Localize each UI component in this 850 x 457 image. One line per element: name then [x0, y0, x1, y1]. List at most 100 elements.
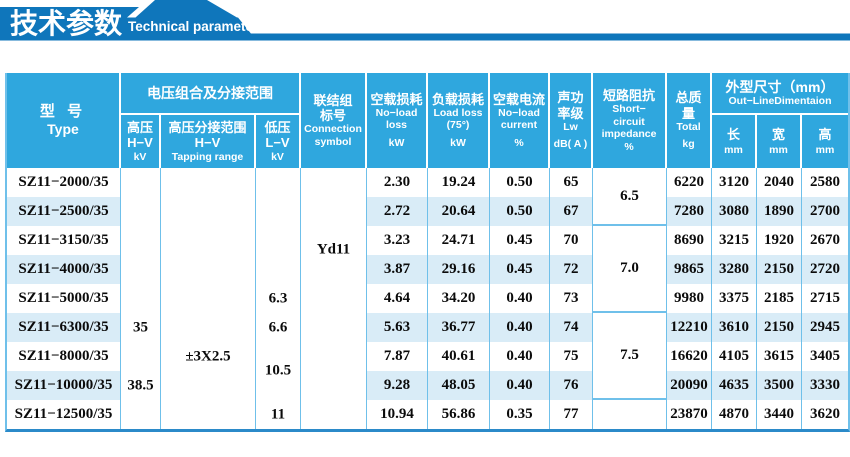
- total-mass-cell: 9865: [667, 255, 712, 284]
- no-load-current-cell: 0.40: [490, 284, 550, 313]
- no-load-current-cell: 0.40: [490, 371, 550, 400]
- impedance-cell-1: 6.5: [593, 168, 667, 226]
- impedance-cell-2: 7.0: [593, 226, 667, 313]
- hv-merged-cell: 35 38.5: [121, 168, 161, 429]
- no-load-loss-cell: 5.63: [367, 313, 428, 342]
- total-mass-cell: 23870: [667, 400, 712, 429]
- banner-title-cn: 技术参数: [10, 7, 123, 39]
- height-cell: 2945: [802, 313, 848, 342]
- length-cell: 3280: [712, 255, 757, 284]
- width-cell: 2150: [757, 313, 802, 342]
- width-cell: 1920: [757, 226, 802, 255]
- width-cell: 2040: [757, 168, 802, 197]
- load-loss-cell: 40.61: [428, 342, 490, 371]
- load-loss-cell: 19.24: [428, 168, 490, 197]
- height-cell: 2720: [802, 255, 848, 284]
- sound-level-cell: 67: [550, 197, 593, 226]
- technical-parameter-table: 型 号 Type 电压组合及分接范围 高压 H−V kV 高压分接范围 H−V …: [5, 73, 850, 432]
- header-total-mass: 总质 量 Total kg: [667, 73, 712, 168]
- type-cell: SZ11−6300/35: [7, 313, 121, 342]
- length-cell: 3215: [712, 226, 757, 255]
- header-width: 宽 mm: [757, 115, 802, 168]
- hv-value: 35: [133, 319, 148, 335]
- no-load-current-cell: 0.45: [490, 255, 550, 284]
- load-loss-cell: 20.64: [428, 197, 490, 226]
- connection-symbol-merged-cell: Yd11: [301, 168, 367, 429]
- load-loss-cell: 24.71: [428, 226, 490, 255]
- header-type: 型 号 Type: [7, 73, 121, 168]
- height-cell: 2700: [802, 197, 848, 226]
- header-short-circuit-impedance: 短路阻抗 Short− circuit impedance %: [593, 73, 667, 168]
- banner-title-en: Technical parameter: [128, 19, 259, 34]
- total-mass-cell: 16620: [667, 342, 712, 371]
- no-load-loss-cell: 4.64: [367, 284, 428, 313]
- no-load-loss-cell: 10.94: [367, 400, 428, 429]
- length-cell: 3610: [712, 313, 757, 342]
- lv-value: 6.3: [268, 290, 288, 306]
- no-load-current-cell: 0.40: [490, 342, 550, 371]
- no-load-loss-cell: 7.87: [367, 342, 428, 371]
- header-no-load-loss: 空载损耗 No−load loss kW: [367, 73, 428, 168]
- header-lv: 低压 L−V kV: [256, 115, 301, 168]
- height-cell: 2670: [810, 232, 840, 248]
- header-voltage-group: 电压组合及分接范围: [121, 73, 301, 115]
- height-cell: 2580: [810, 174, 840, 190]
- header-length: 长 mm: [712, 115, 757, 168]
- header-no-load-current: 空载电流 No−load current %: [490, 73, 550, 168]
- impedance-cell-3: 7.5: [593, 313, 667, 400]
- tapping-range-value: ±3X2.5: [185, 348, 231, 364]
- no-load-loss-cell: 3.23: [367, 226, 428, 255]
- load-loss-cell: 36.77: [428, 313, 490, 342]
- type-cell: SZ11−10000/35: [7, 371, 121, 400]
- header-hv: 高压 H−V kV: [121, 115, 161, 168]
- length-cell: 4105: [712, 342, 757, 371]
- width-cell: 3440: [757, 400, 802, 429]
- header-load-loss: 负载损耗 Load loss (75°) kW: [428, 73, 490, 168]
- no-load-loss-cell: 2.72: [367, 197, 428, 226]
- total-mass-cell: 7280: [667, 197, 712, 226]
- total-mass-cell: 12210: [667, 313, 712, 342]
- load-loss-cell: 34.20: [428, 284, 490, 313]
- total-mass-cell: 6220: [667, 168, 712, 197]
- type-cell: SZ11−2000/35: [7, 168, 121, 197]
- header-sound-power-level: 声功 率级 Lw dB( A ): [550, 73, 593, 168]
- impedance-cell-empty: [593, 400, 667, 429]
- length-cell: 4635: [712, 371, 757, 400]
- load-loss-cell: 56.86: [428, 400, 490, 429]
- total-mass-cell: 20090: [667, 371, 712, 400]
- lv-value: 11: [270, 406, 286, 422]
- no-load-loss-cell: 9.28: [367, 371, 428, 400]
- lv-merged-cell: 6.3 6.6 10.5 11: [256, 168, 301, 429]
- type-cell: SZ11−4000/35: [7, 255, 121, 284]
- sound-level-cell: 73: [550, 284, 593, 313]
- sound-level-cell: 75: [550, 342, 593, 371]
- height-cell: 3405: [810, 348, 840, 364]
- sound-level-cell: 65: [550, 168, 593, 197]
- total-mass-cell: 8690: [667, 226, 712, 255]
- height-cell: 3330: [802, 371, 848, 400]
- type-cell: SZ11−5000/35: [7, 284, 121, 313]
- no-load-current-cell: 0.50: [490, 197, 550, 226]
- type-cell: SZ11−12500/35: [7, 400, 121, 429]
- width-cell: 3500: [757, 371, 802, 400]
- load-loss-cell: 48.05: [428, 371, 490, 400]
- banner-main-ribbon: [0, 7, 257, 41]
- sound-level-cell: 72: [550, 255, 593, 284]
- total-mass-cell: 9980: [667, 284, 712, 313]
- length-cell: 4870: [712, 400, 757, 429]
- no-load-current-cell: 0.35: [490, 400, 550, 429]
- length-cell: 3080: [712, 197, 757, 226]
- sound-level-cell: 70: [550, 226, 593, 255]
- width-cell: 2150: [757, 255, 802, 284]
- height-cell: 3620: [810, 406, 840, 422]
- title-banner: 技术参数 Technical parameter: [0, 0, 850, 41]
- height-cell: 2715: [810, 290, 840, 306]
- load-loss-cell: 29.16: [428, 255, 490, 284]
- no-load-current-cell: 0.45: [490, 226, 550, 255]
- no-load-current-cell: 0.40: [490, 313, 550, 342]
- length-cell: 3120: [712, 168, 757, 197]
- no-load-current-cell: 0.50: [490, 168, 550, 197]
- width-cell: 2185: [757, 284, 802, 313]
- tapping-range-merged-cell: ±3X2.5: [161, 168, 256, 429]
- lv-value: 6.6: [268, 319, 288, 335]
